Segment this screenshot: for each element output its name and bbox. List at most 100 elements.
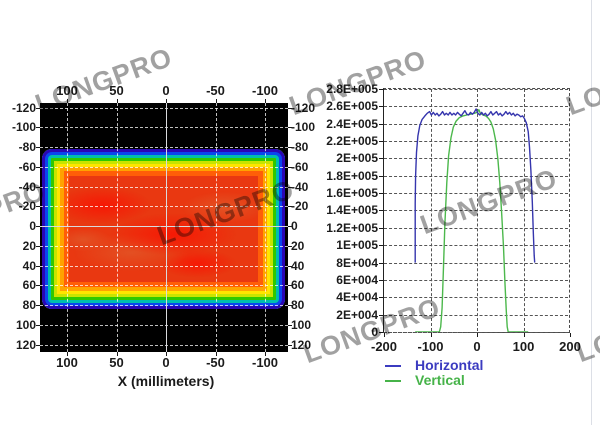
tick-mark bbox=[67, 352, 68, 356]
tick-label: 2.2E+005 bbox=[326, 134, 378, 149]
tick-mark bbox=[116, 99, 118, 103]
tick-mark bbox=[288, 166, 292, 168]
gridline-horizontal bbox=[40, 265, 288, 267]
tick-label: -50 bbox=[206, 355, 225, 370]
tick-mark bbox=[215, 99, 217, 103]
tick-label: -40 bbox=[291, 179, 309, 194]
gridline-horizontal bbox=[40, 324, 288, 326]
tick-label: 50 bbox=[109, 355, 124, 370]
tick-label: 80 bbox=[291, 298, 305, 312]
legend-label-vertical: Vertical bbox=[415, 372, 465, 388]
gridline-vertical bbox=[523, 89, 525, 331]
gridline-horizontal bbox=[384, 89, 568, 90]
tick-label: 120 bbox=[15, 337, 36, 352]
tick-label: 1.8E+005 bbox=[326, 168, 378, 183]
tick-mark bbox=[570, 333, 571, 337]
tick-mark bbox=[288, 344, 292, 346]
tick-mark bbox=[288, 285, 292, 287]
gridline-horizontal bbox=[384, 175, 568, 177]
gridline-horizontal bbox=[384, 245, 568, 247]
tick-mark bbox=[477, 333, 478, 337]
gridline-horizontal bbox=[40, 285, 288, 287]
profiles-plot-canvas bbox=[383, 88, 570, 333]
tick-mark bbox=[288, 245, 292, 247]
gridline-horizontal bbox=[40, 147, 288, 148]
tick-mark bbox=[379, 245, 383, 247]
gridline-vertical bbox=[477, 89, 478, 331]
legend-item-horizontal: Horizontal bbox=[385, 358, 483, 373]
tick-label: -100 bbox=[251, 355, 279, 370]
tick-label: 8E+004 bbox=[336, 255, 378, 270]
gridline-horizontal bbox=[40, 226, 288, 227]
tick-label: -100 bbox=[251, 83, 279, 98]
gridline-horizontal bbox=[384, 158, 568, 160]
tick-label: 1.2E+005 bbox=[326, 220, 378, 235]
gridline-horizontal bbox=[40, 206, 288, 208]
tick-label: 100 bbox=[15, 317, 36, 332]
tick-mark bbox=[36, 344, 40, 346]
tick-mark bbox=[36, 206, 40, 208]
tick-label: 2E+004 bbox=[336, 307, 378, 322]
gridline-horizontal bbox=[40, 127, 288, 129]
gridline-horizontal bbox=[40, 186, 288, 188]
tick-mark bbox=[36, 245, 40, 247]
tick-label: 0 bbox=[291, 219, 298, 233]
gridline-horizontal bbox=[384, 297, 568, 299]
gridline-horizontal bbox=[384, 314, 568, 316]
tick-mark bbox=[166, 99, 167, 103]
tick-mark bbox=[288, 324, 292, 326]
gridline-horizontal bbox=[384, 106, 568, 108]
tick-label: -200 bbox=[370, 339, 398, 354]
window-edge-line bbox=[591, 0, 592, 425]
tick-mark bbox=[379, 193, 383, 195]
tick-label: 4E+004 bbox=[336, 290, 378, 305]
tick-mark bbox=[36, 285, 40, 287]
legend: Horizontal Vertical bbox=[385, 358, 483, 388]
tick-label: 6E+004 bbox=[336, 272, 378, 287]
tick-mark bbox=[288, 226, 292, 227]
gridline-vertical bbox=[166, 103, 167, 352]
tick-mark bbox=[116, 352, 118, 356]
tick-mark bbox=[288, 107, 292, 109]
gridline-horizontal bbox=[40, 245, 288, 247]
tick-label: 20 bbox=[291, 238, 305, 253]
profile-curves bbox=[414, 108, 536, 332]
gridline-horizontal bbox=[40, 107, 288, 109]
tick-mark bbox=[36, 265, 40, 267]
tick-label: 100 bbox=[512, 339, 535, 354]
tick-label: 0 bbox=[162, 83, 170, 98]
tick-mark bbox=[166, 352, 167, 356]
tick-label: -60 bbox=[18, 159, 36, 174]
tick-label: -20 bbox=[291, 199, 309, 214]
gridline-horizontal bbox=[384, 210, 568, 212]
gridline-horizontal bbox=[384, 279, 568, 281]
tick-mark bbox=[379, 123, 383, 125]
tick-mark bbox=[523, 333, 525, 337]
tick-mark bbox=[379, 210, 383, 212]
tick-label: 80 bbox=[22, 298, 36, 312]
tick-mark bbox=[36, 324, 40, 326]
tick-mark bbox=[288, 147, 292, 148]
tick-label: 40 bbox=[291, 258, 305, 273]
gridline-horizontal bbox=[384, 331, 568, 333]
tick-label: 0 bbox=[371, 324, 378, 339]
tick-mark bbox=[379, 331, 383, 333]
beam-2d-heatmap-canvas bbox=[40, 103, 288, 352]
tick-label: 120 bbox=[291, 337, 312, 352]
tick-mark bbox=[215, 352, 217, 356]
tick-mark bbox=[288, 206, 292, 208]
curve-vertical bbox=[415, 109, 529, 332]
tick-mark bbox=[384, 333, 385, 337]
x-axis-title: X (millimeters) bbox=[117, 373, 215, 389]
tick-label: 40 bbox=[22, 258, 36, 273]
tick-mark bbox=[36, 305, 40, 306]
tick-mark bbox=[379, 262, 383, 264]
tick-mark bbox=[36, 147, 40, 148]
tick-label: 0 bbox=[473, 339, 481, 354]
tick-label: 20 bbox=[22, 238, 36, 253]
tick-mark bbox=[379, 227, 383, 229]
tick-mark bbox=[379, 297, 383, 299]
tick-mark bbox=[288, 127, 292, 129]
tick-label: 60 bbox=[291, 278, 305, 293]
